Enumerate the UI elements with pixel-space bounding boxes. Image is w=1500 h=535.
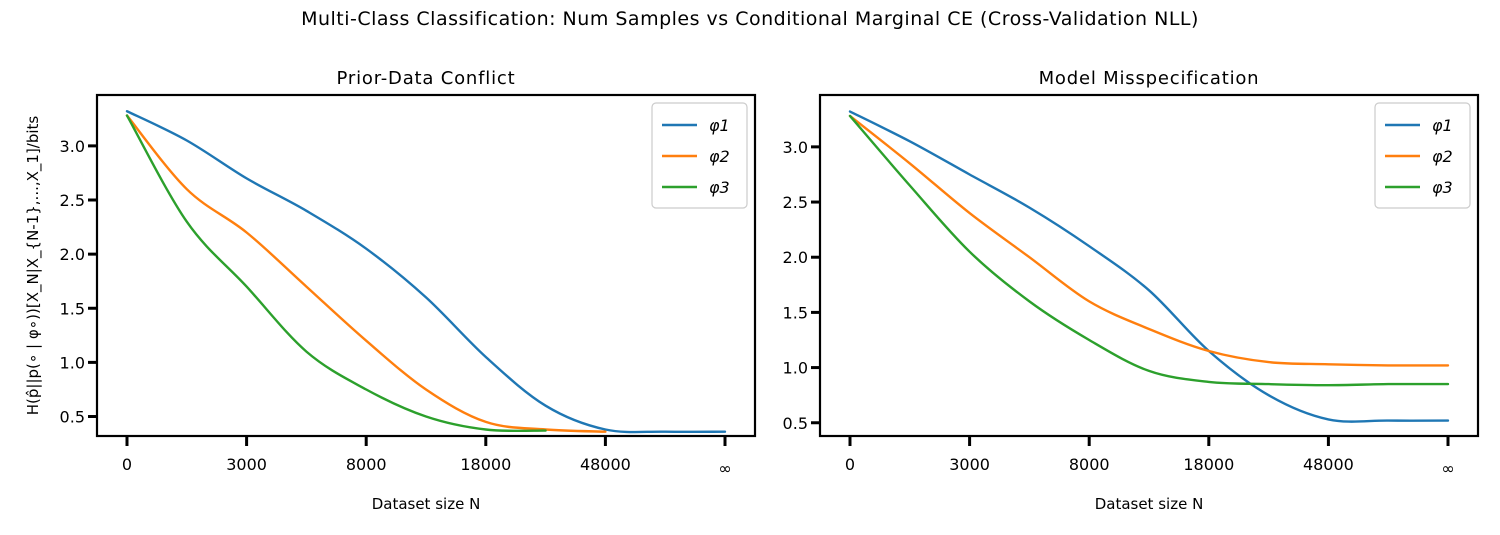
y-tick-label: 2.5 <box>783 193 808 212</box>
x-tick-label: 0 <box>845 455 855 474</box>
y-tick-label: 3.0 <box>60 137 85 156</box>
figure-title: Multi-Class Classification: Num Samples … <box>301 8 1199 30</box>
panel-title: Model Misspecification <box>1039 68 1260 89</box>
y-tick-label: 2.0 <box>783 248 808 267</box>
legend-label: φ2 <box>1432 147 1453 166</box>
x-tick-label: 48000 <box>580 455 631 474</box>
legend-label: φ3 <box>1432 178 1453 197</box>
y-tick-label: 1.5 <box>783 303 808 322</box>
legend-box <box>651 102 748 209</box>
y-tick-label: 0.5 <box>60 408 85 427</box>
x-tick-label: 18000 <box>460 455 511 474</box>
chart-panel-2: Model Misspecification 0.5 1.0 1.5 2.0 2.5 3.0… <box>783 68 1480 513</box>
y-tick-label: 0.5 <box>783 414 808 433</box>
legend-label: φ1 <box>709 116 730 135</box>
x-tick-label: 0 <box>122 455 132 474</box>
x-axis-label: Dataset size N <box>1095 495 1204 513</box>
series-line-φ3 <box>125 114 547 433</box>
x-tick-label: 3000 <box>949 455 990 474</box>
y-tick-label: 2.0 <box>60 245 85 264</box>
plot-frame <box>818 93 1480 438</box>
plot-frame <box>95 93 757 438</box>
x-tick-label: 8000 <box>1069 455 1110 474</box>
series-line-φ3 <box>848 114 1450 387</box>
y-axis-label: H(p̂||p(∘ | φ∘))[X_N|X_{N-1},...,X_1]/bi… <box>24 116 43 416</box>
series-line-φ1 <box>848 110 1450 423</box>
series-line-φ2 <box>125 114 607 433</box>
y-tick-label: 1.0 <box>60 353 85 372</box>
legend-label: φ2 <box>709 147 730 166</box>
legend-box <box>1374 102 1471 209</box>
x-tick-label: 8000 <box>346 455 387 474</box>
x-tick-label: 18000 <box>1183 455 1234 474</box>
chart-panel-1: Prior-Data Conflict 0.5 1.0 1.5 2.0 2.5 3.0 0 30… <box>24 68 757 513</box>
y-tick-label: 1.0 <box>783 359 808 378</box>
y-tick-label: 3.0 <box>783 138 808 157</box>
x-tick-label: 48000 <box>1303 455 1354 474</box>
x-axis-label: Dataset size N <box>372 495 481 513</box>
panel-title: Prior-Data Conflict <box>337 68 516 89</box>
series-line-φ2 <box>848 114 1450 367</box>
y-tick-label: 1.5 <box>60 299 85 318</box>
x-tick-label: 3000 <box>226 455 267 474</box>
x-tick-label: ∞ <box>718 459 731 478</box>
series-line-φ1 <box>125 110 727 434</box>
legend-label: φ3 <box>709 178 730 197</box>
y-tick-label: 2.5 <box>60 191 85 210</box>
legend-label: φ1 <box>1432 116 1453 135</box>
x-tick-label: ∞ <box>1441 459 1454 478</box>
